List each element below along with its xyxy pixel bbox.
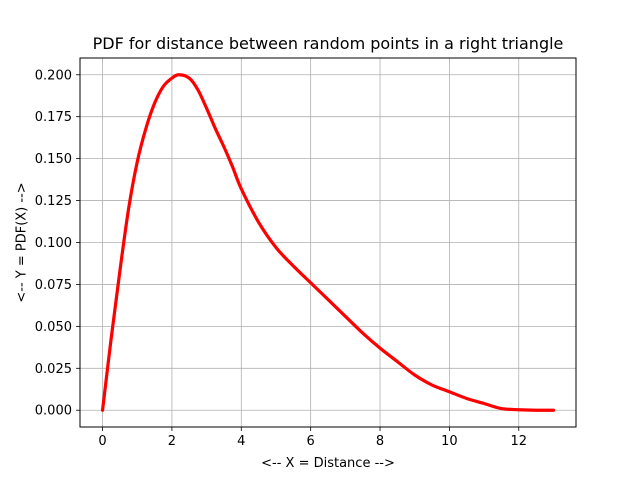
series-layer: [100, 73, 556, 412]
y-tick-label: 0.125: [35, 194, 72, 209]
x-tick-label: 8: [376, 434, 384, 449]
pdf-series-line: [100, 73, 556, 412]
x-tick-label: 4: [237, 434, 245, 449]
y-tick-label: 0.100: [35, 236, 72, 251]
x-tick-label: 6: [307, 434, 315, 449]
y-tick-label: 0.050: [35, 320, 72, 335]
y-tick-label: 0.075: [35, 278, 72, 293]
grid-layer: [80, 58, 576, 427]
y-tick-label: 0.025: [35, 362, 72, 377]
y-axis-label: <-- Y = PDF(X) -->: [15, 182, 30, 302]
x-tick-label: 10: [441, 434, 458, 449]
x-tick-label: 0: [98, 434, 106, 449]
x-tick-label: 12: [510, 434, 527, 449]
tick-layer: 0 2 4 6 8 10 12 0.000 0.025 0.050 0.075 0.100 0.125 0…: [35, 68, 527, 449]
x-tick-label: 2: [168, 434, 176, 449]
chart-title: PDF for distance between random points i…: [93, 34, 564, 53]
y-tick-label: 0.150: [35, 152, 72, 167]
y-tick-label: 0.175: [35, 110, 72, 125]
x-axis-label: <-- X = Distance -->: [261, 456, 395, 471]
y-tick-label: 0.000: [35, 404, 72, 419]
y-tick-label: 0.200: [35, 68, 72, 83]
